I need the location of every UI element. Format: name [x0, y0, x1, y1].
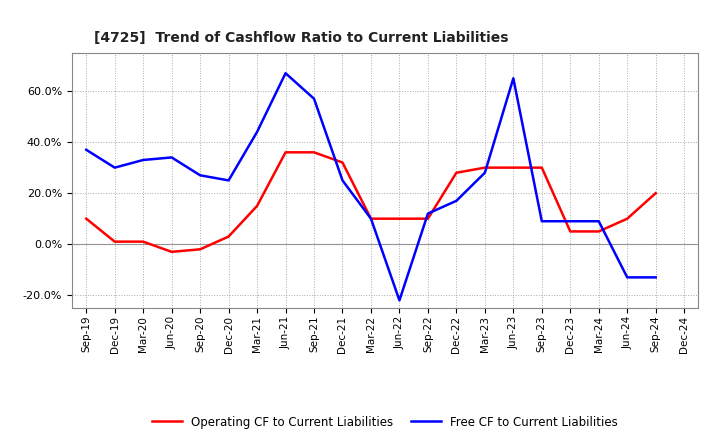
Free CF to Current Liabilities — [196, 172, 204, 178]
Free CF to Current Liabilities — [139, 158, 148, 163]
Free CF to Current Liabilities — [82, 147, 91, 152]
Free CF to Current Liabilities — [167, 155, 176, 160]
Legend: Operating CF to Current Liabilities, Free CF to Current Liabilities: Operating CF to Current Liabilities, Fre… — [148, 411, 623, 433]
Free CF to Current Liabilities — [452, 198, 461, 203]
Operating CF to Current Liabilities — [82, 216, 91, 221]
Free CF to Current Liabilities — [225, 178, 233, 183]
Free CF to Current Liabilities — [366, 216, 375, 221]
Operating CF to Current Liabilities — [423, 216, 432, 221]
Text: [4725]  Trend of Cashflow Ratio to Current Liabilities: [4725] Trend of Cashflow Ratio to Curren… — [94, 31, 508, 45]
Free CF to Current Liabilities — [282, 70, 290, 76]
Free CF to Current Liabilities — [509, 76, 518, 81]
Operating CF to Current Liabilities — [452, 170, 461, 176]
Operating CF to Current Liabilities — [282, 150, 290, 155]
Free CF to Current Liabilities — [423, 211, 432, 216]
Operating CF to Current Liabilities — [395, 216, 404, 221]
Operating CF to Current Liabilities — [595, 229, 603, 234]
Free CF to Current Liabilities — [253, 129, 261, 135]
Operating CF to Current Liabilities — [167, 249, 176, 254]
Free CF to Current Liabilities — [623, 275, 631, 280]
Operating CF to Current Liabilities — [338, 160, 347, 165]
Operating CF to Current Liabilities — [652, 191, 660, 196]
Operating CF to Current Liabilities — [366, 216, 375, 221]
Operating CF to Current Liabilities — [566, 229, 575, 234]
Free CF to Current Liabilities — [395, 298, 404, 303]
Free CF to Current Liabilities — [310, 96, 318, 101]
Free CF to Current Liabilities — [595, 219, 603, 224]
Free CF to Current Liabilities — [338, 178, 347, 183]
Operating CF to Current Liabilities — [139, 239, 148, 244]
Line: Free CF to Current Liabilities: Free CF to Current Liabilities — [86, 73, 656, 301]
Free CF to Current Liabilities — [566, 219, 575, 224]
Operating CF to Current Liabilities — [310, 150, 318, 155]
Free CF to Current Liabilities — [110, 165, 119, 170]
Line: Operating CF to Current Liabilities: Operating CF to Current Liabilities — [86, 152, 656, 252]
Operating CF to Current Liabilities — [110, 239, 119, 244]
Operating CF to Current Liabilities — [509, 165, 518, 170]
Operating CF to Current Liabilities — [196, 247, 204, 252]
Operating CF to Current Liabilities — [537, 165, 546, 170]
Operating CF to Current Liabilities — [623, 216, 631, 221]
Operating CF to Current Liabilities — [225, 234, 233, 239]
Operating CF to Current Liabilities — [480, 165, 489, 170]
Free CF to Current Liabilities — [480, 170, 489, 176]
Free CF to Current Liabilities — [537, 219, 546, 224]
Operating CF to Current Liabilities — [253, 203, 261, 209]
Free CF to Current Liabilities — [652, 275, 660, 280]
